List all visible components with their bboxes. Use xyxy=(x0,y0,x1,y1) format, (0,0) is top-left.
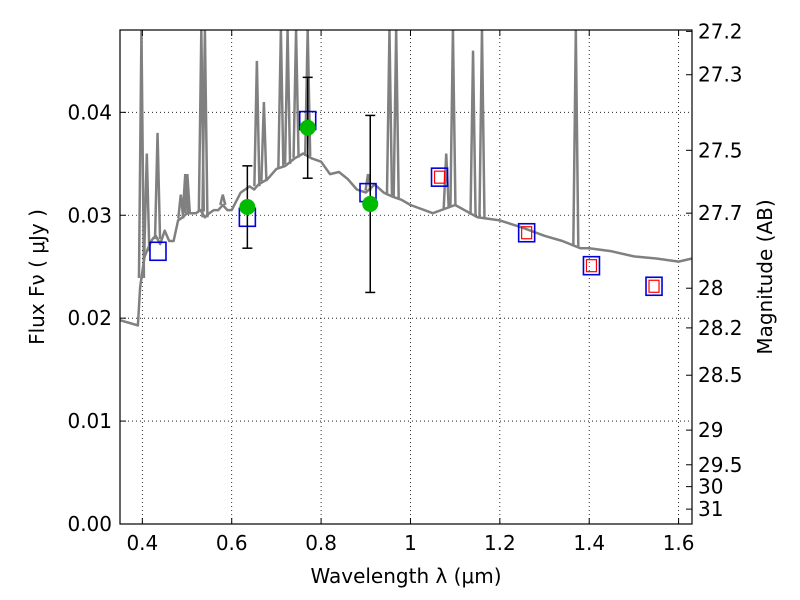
x-tick-label: 1.6 xyxy=(663,531,695,555)
y-tick-label: 0.03 xyxy=(67,203,112,227)
y2-tick-label: 27.3 xyxy=(698,63,743,87)
x-tick-label: 1.2 xyxy=(484,531,516,555)
x-tick-labels: 0.4 0.6 0.8 1 1.2 1.4 1.6 xyxy=(126,531,694,555)
y2-axis-label: Magnitude (AB) xyxy=(753,199,777,354)
model-point-box xyxy=(645,276,663,297)
model-point-box xyxy=(517,222,536,243)
model-point-box xyxy=(430,167,449,187)
emission-line xyxy=(260,102,268,182)
y2-tick-label: 27.7 xyxy=(698,201,743,225)
observed-point xyxy=(299,119,316,136)
model-point-box xyxy=(582,255,601,276)
y-tick-label: 0.01 xyxy=(67,409,112,433)
emission-line xyxy=(183,174,192,214)
y-tick-labels: 0.00 0.01 0.02 0.03 0.04 xyxy=(67,100,112,536)
plot-frame xyxy=(119,29,693,525)
y-axis-label: Flux Fν ( μJy ) xyxy=(25,209,49,345)
y2-tick-label: 28.5 xyxy=(698,363,743,387)
observed-point xyxy=(239,199,256,216)
x-tick-label: 0.6 xyxy=(216,531,248,555)
model-point-box xyxy=(149,241,167,262)
y2-tick-label: 30 xyxy=(698,475,723,499)
axis-ticks xyxy=(120,30,692,525)
y2-tick-label: 27.2 xyxy=(698,19,743,43)
y-tick-label: 0.04 xyxy=(67,100,112,124)
observed-point xyxy=(362,195,379,212)
y2-tick-label: 27.5 xyxy=(698,138,743,162)
emission-line xyxy=(219,194,227,206)
y2-tick-label: 31 xyxy=(698,497,723,521)
emission-line xyxy=(469,50,477,215)
y2-tick-label: 29.5 xyxy=(698,453,743,477)
emission-line xyxy=(153,132,162,240)
x-tick-label: 1 xyxy=(404,531,417,555)
emission-line xyxy=(442,153,450,209)
y-tick-label: 0.00 xyxy=(67,512,112,536)
y-tick-label: 0.02 xyxy=(67,306,112,330)
x-axis-label: Wavelength λ (μm) xyxy=(310,564,501,588)
x-tick-label: 0.4 xyxy=(126,531,158,555)
observed-points-series xyxy=(239,76,379,294)
emission-line xyxy=(253,60,261,187)
emission-line xyxy=(181,174,189,215)
model-point-inner xyxy=(433,170,446,184)
spectrum-series xyxy=(119,29,693,327)
x-tick-label: 1.4 xyxy=(573,531,605,555)
y2-tick-label: 29 xyxy=(698,418,723,442)
model-point-inner xyxy=(521,226,533,240)
model-point-inner xyxy=(648,279,660,293)
emission-line xyxy=(143,153,151,252)
model-point-inner xyxy=(585,259,598,273)
y2-tick-label: 28 xyxy=(698,276,723,300)
y2-tick-label: 28.2 xyxy=(698,316,743,340)
x-tick-label: 0.8 xyxy=(305,531,337,555)
